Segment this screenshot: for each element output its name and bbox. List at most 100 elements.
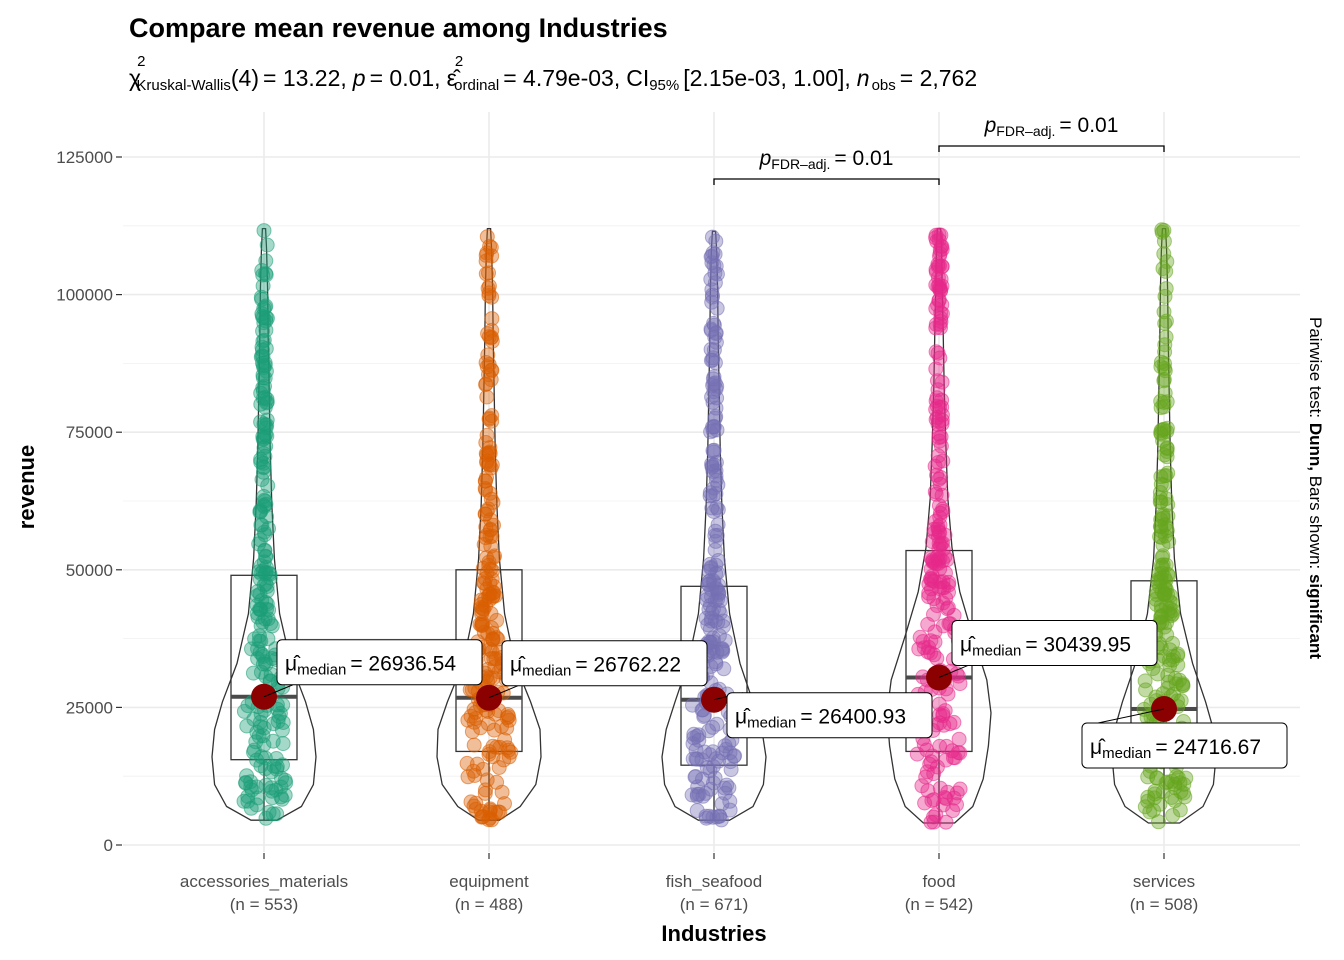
data-point [930, 373, 945, 389]
data-point [1176, 785, 1191, 801]
data-point [247, 631, 263, 647]
data-point [256, 737, 272, 753]
data-point [709, 809, 725, 825]
data-point [1155, 433, 1171, 449]
data-point [254, 291, 270, 307]
data-point [503, 744, 519, 760]
data-point [275, 757, 290, 773]
data-point [1155, 261, 1171, 276]
data-point [264, 783, 280, 799]
x-tick-label: accessories_materials [180, 872, 348, 891]
data-point [928, 412, 944, 427]
median-label-box [501, 640, 708, 687]
median-label: μ̂median = 24716.67 [1090, 736, 1261, 762]
data-point [251, 728, 267, 744]
data-point [259, 391, 275, 407]
data-point [702, 763, 718, 779]
median-label-box [726, 692, 933, 739]
data-point [723, 754, 738, 770]
data-point [256, 332, 272, 348]
data-point [938, 814, 954, 830]
data-point [688, 751, 704, 767]
data-point [257, 761, 273, 777]
data-point [254, 517, 270, 533]
data-point [706, 315, 722, 331]
data-point [478, 377, 494, 393]
data-point [935, 595, 951, 611]
data-point [927, 458, 943, 474]
data-point [258, 266, 274, 282]
point-cloud [236, 223, 294, 826]
median-label-box [276, 639, 483, 686]
data-point [938, 565, 953, 581]
data-point [252, 586, 268, 602]
data-point [714, 641, 730, 657]
data-point [928, 361, 944, 377]
data-point [481, 278, 497, 294]
x-tick-label: equipment [449, 872, 529, 891]
data-point [706, 418, 722, 434]
data-point [1160, 465, 1176, 481]
data-point [478, 473, 493, 489]
data-point [933, 536, 949, 552]
data-point [1158, 329, 1174, 345]
data-point [706, 376, 722, 392]
data-point [260, 478, 276, 494]
pairwise-bracket [938, 145, 1165, 152]
data-point [704, 229, 720, 245]
data-point [1160, 674, 1176, 690]
data-point [926, 766, 942, 782]
data-point [722, 793, 738, 809]
chart-title: Compare mean revenue among Industries [129, 13, 668, 43]
data-point [932, 246, 948, 262]
data-point [271, 708, 287, 724]
data-point [707, 265, 723, 281]
data-point [945, 803, 961, 819]
data-point [707, 457, 722, 473]
pairwise-caption: Pairwise test: Dunn, Bars shown: signifi… [1306, 317, 1325, 659]
data-point [484, 311, 500, 327]
data-point [704, 294, 720, 310]
data-point [480, 326, 496, 342]
data-point [933, 429, 949, 445]
data-point [481, 265, 496, 281]
data-point [255, 310, 271, 326]
data-point [932, 399, 948, 415]
data-point [464, 724, 480, 740]
data-point [1156, 371, 1172, 387]
data-point [929, 233, 945, 249]
data-point [472, 616, 488, 632]
data-point [483, 491, 499, 507]
data-point [482, 440, 498, 456]
data-point [1142, 804, 1158, 820]
data-point [460, 769, 476, 785]
data-point [480, 280, 496, 296]
data-point [474, 600, 489, 615]
data-point [269, 806, 285, 822]
data-point [263, 616, 279, 632]
data-point [721, 735, 737, 751]
data-point [468, 795, 484, 811]
data-point [1176, 776, 1192, 792]
median-label: μ̂median = 26400.93 [735, 706, 906, 732]
data-point [703, 249, 719, 265]
x-tick-label: food [922, 872, 955, 891]
data-point [480, 501, 496, 517]
pairwise-label: pFDR–adj. = 0.01 [984, 114, 1119, 139]
y-tick-label: 100000 [56, 286, 113, 305]
data-point [254, 749, 269, 765]
data-point [258, 777, 274, 793]
data-point [952, 745, 968, 761]
data-point [236, 793, 252, 809]
data-point [686, 726, 702, 742]
data-point [909, 746, 925, 762]
label-leader [938, 664, 969, 678]
data-point [479, 389, 495, 405]
pairwise-bracket [713, 178, 940, 186]
data-point [479, 427, 495, 443]
median-label-box [951, 619, 1158, 666]
data-point [1140, 789, 1156, 805]
data-point [258, 427, 273, 443]
data-point [258, 496, 274, 512]
data-point [1160, 680, 1176, 696]
